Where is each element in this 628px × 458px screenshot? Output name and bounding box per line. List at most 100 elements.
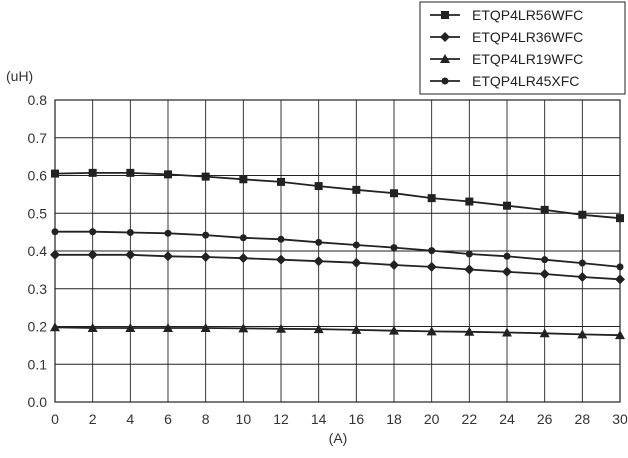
legend-label: ETQP4LR36WFC bbox=[472, 29, 583, 45]
x-tick-label: 18 bbox=[386, 411, 402, 427]
series-lines bbox=[50, 168, 625, 340]
data-point bbox=[51, 228, 59, 236]
legend-marker bbox=[441, 77, 449, 85]
legend-label: ETQP4LR56WFC bbox=[472, 7, 583, 23]
data-point bbox=[50, 249, 60, 260]
x-tick-label: 26 bbox=[537, 411, 553, 427]
data-point bbox=[541, 256, 549, 264]
data-point bbox=[464, 326, 475, 336]
series-line bbox=[55, 253, 621, 281]
data-point bbox=[163, 323, 173, 333]
legend-item: ETQP4LR19WFC bbox=[430, 51, 583, 67]
data-point bbox=[125, 323, 136, 333]
y-tick-label: 0.1 bbox=[28, 356, 48, 372]
legend-item: ETQP4LR56WFC bbox=[430, 7, 583, 23]
data-point bbox=[615, 274, 625, 285]
x-tick-label: 12 bbox=[273, 411, 289, 427]
x-tick-label: 14 bbox=[311, 411, 327, 427]
data-point bbox=[502, 266, 512, 277]
legend-label: ETQP4LR45XFC bbox=[472, 73, 579, 89]
series-ETQP4LR56WFC bbox=[51, 168, 624, 223]
data-point bbox=[503, 252, 511, 260]
data-point bbox=[578, 210, 587, 219]
data-point bbox=[89, 228, 97, 236]
data-point bbox=[539, 269, 550, 280]
y-axis-title: (uH) bbox=[6, 68, 33, 84]
y-tick-label: 0.3 bbox=[28, 281, 48, 297]
x-tick-label: 22 bbox=[462, 411, 478, 427]
data-point bbox=[390, 189, 398, 198]
data-point bbox=[464, 264, 475, 275]
data-point bbox=[163, 251, 173, 262]
y-tick-label: 0.4 bbox=[28, 243, 48, 259]
data-point bbox=[426, 261, 437, 272]
data-point bbox=[616, 214, 624, 223]
data-point bbox=[427, 194, 436, 203]
series-ETQP4LR19WFC bbox=[50, 322, 625, 340]
x-tick-label: 16 bbox=[349, 411, 365, 427]
data-point bbox=[351, 324, 362, 334]
data-point bbox=[390, 244, 398, 252]
x-tick-label: 20 bbox=[424, 411, 440, 427]
data-point bbox=[239, 234, 247, 242]
data-point bbox=[539, 328, 550, 338]
legend-marker bbox=[440, 54, 450, 63]
data-point bbox=[315, 238, 323, 246]
series-ETQP4LR45XFC bbox=[51, 228, 624, 271]
data-point bbox=[87, 249, 98, 260]
data-point bbox=[428, 247, 436, 255]
data-point bbox=[577, 329, 588, 339]
data-point bbox=[238, 253, 249, 264]
y-tick-labels: 0.0 0.1 0.2 0.3 0.4 0.5 0.6 0.7 0.8 bbox=[28, 92, 48, 410]
data-point bbox=[277, 235, 285, 243]
x-tick-label: 30 bbox=[612, 411, 628, 427]
data-point bbox=[352, 185, 361, 194]
series-line bbox=[54, 171, 621, 220]
y-tick-label: 0.5 bbox=[28, 205, 48, 221]
data-point bbox=[200, 252, 211, 263]
data-point bbox=[126, 229, 134, 237]
data-point bbox=[389, 259, 399, 270]
data-point bbox=[277, 177, 285, 186]
legend-box bbox=[419, 1, 626, 95]
data-point bbox=[503, 201, 511, 210]
y-tick-label: 0.6 bbox=[28, 168, 48, 184]
data-point bbox=[540, 205, 549, 214]
y-tick-label: 0.2 bbox=[28, 319, 48, 335]
data-point bbox=[502, 327, 512, 337]
data-point bbox=[202, 231, 210, 239]
y-tick-label: 0.8 bbox=[28, 92, 48, 108]
legend-marker bbox=[441, 11, 449, 19]
data-point bbox=[577, 272, 588, 283]
data-point bbox=[351, 257, 362, 268]
data-point bbox=[238, 323, 249, 333]
x-tick-label: 6 bbox=[164, 411, 172, 427]
data-point bbox=[615, 330, 625, 340]
x-tick-label: 28 bbox=[575, 411, 591, 427]
data-point bbox=[616, 263, 624, 271]
data-point bbox=[313, 256, 324, 267]
data-point bbox=[201, 172, 210, 181]
x-tick-label: 10 bbox=[236, 411, 252, 427]
series-line bbox=[55, 230, 621, 268]
legend-item: ETQP4LR36WFC bbox=[430, 29, 583, 45]
data-point bbox=[313, 324, 324, 334]
data-point bbox=[164, 229, 172, 237]
data-point bbox=[389, 325, 399, 335]
x-tick-labels: 0 2 4 6 8 10 12 14 16 18 20 22 24 26 28 30 bbox=[51, 411, 628, 427]
legend-marker bbox=[440, 32, 450, 42]
legend-item: ETQP4LR45XFC bbox=[430, 73, 579, 89]
series-ETQP4LR36WFC bbox=[50, 249, 625, 285]
legend-label: ETQP4LR19WFC bbox=[472, 51, 583, 67]
data-point bbox=[88, 168, 97, 177]
data-point bbox=[276, 254, 286, 265]
data-point bbox=[200, 323, 211, 333]
data-point bbox=[51, 169, 59, 178]
x-tick-label: 24 bbox=[499, 411, 515, 427]
data-point bbox=[50, 322, 60, 332]
data-point bbox=[239, 175, 248, 184]
data-point bbox=[578, 259, 586, 267]
data-point bbox=[126, 168, 135, 177]
legend: ETQP4LR56WFC ETQP4LR36WFC ETQP4LR19WFC ETQP… bbox=[419, 1, 626, 95]
